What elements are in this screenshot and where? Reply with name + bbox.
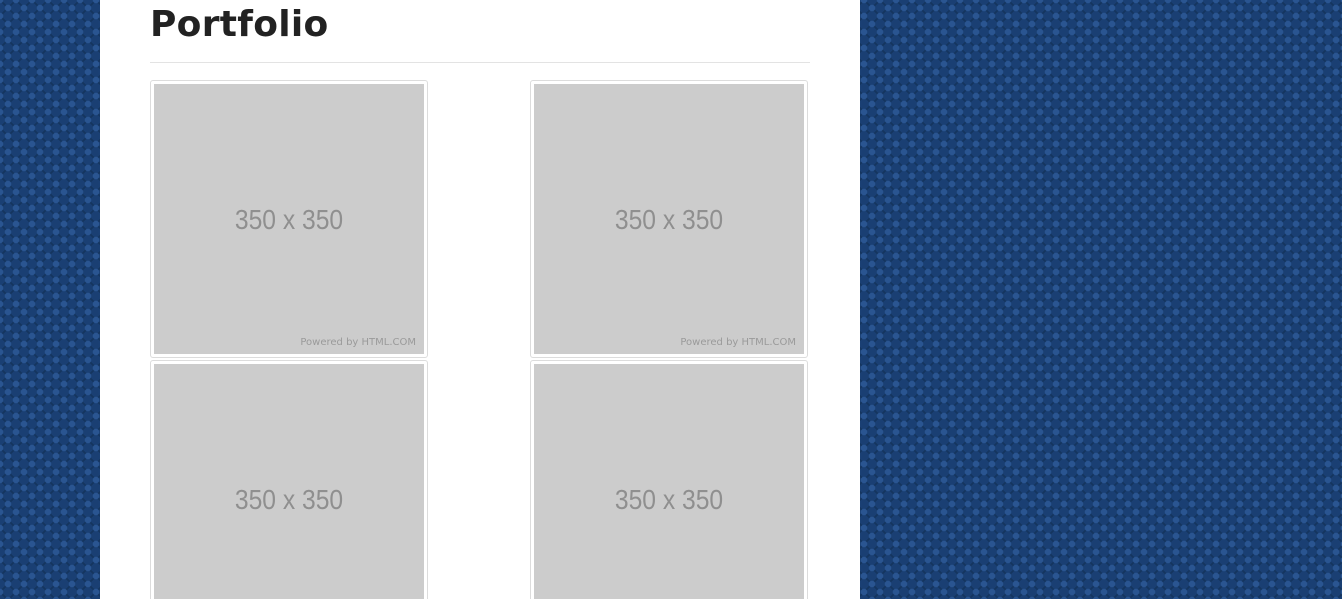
placeholder-image[interactable]: 350 x 350 [534, 364, 804, 599]
portfolio-item[interactable]: 350 x 350 [150, 360, 428, 599]
portfolio-item[interactable]: 350 x 350 Powered by HTML.COM [150, 80, 428, 358]
content-panel: Portfolio 350 x 350 Powered by HTML.COM … [100, 0, 860, 599]
placeholder-size-label: 350 x 350 [614, 484, 724, 515]
placeholder-image[interactable]: 350 x 350 Powered by HTML.COM [154, 84, 424, 354]
placeholder-size-label: 350 x 350 [614, 204, 724, 235]
portfolio-item[interactable]: 350 x 350 [530, 360, 808, 599]
placeholder-image[interactable]: 350 x 350 Powered by HTML.COM [534, 84, 804, 354]
page-title: Portfolio [150, 4, 329, 45]
placeholder-credit: Powered by HTML.COM [300, 337, 416, 348]
placeholder-size-label: 350 x 350 [234, 484, 344, 515]
portfolio-item[interactable]: 350 x 350 Powered by HTML.COM [530, 80, 808, 358]
placeholder-image[interactable]: 350 x 350 [154, 364, 424, 599]
placeholder-size-label: 350 x 350 [234, 204, 344, 235]
placeholder-credit: Powered by HTML.COM [680, 337, 796, 348]
title-divider [150, 62, 810, 63]
